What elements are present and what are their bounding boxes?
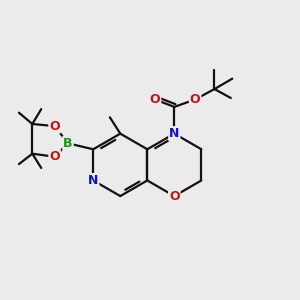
Text: B: B <box>63 137 73 150</box>
Text: O: O <box>49 120 60 133</box>
Text: N: N <box>88 174 98 187</box>
Text: O: O <box>169 190 180 202</box>
Text: N: N <box>169 127 179 140</box>
Text: O: O <box>190 93 200 106</box>
Text: O: O <box>49 150 60 163</box>
Text: O: O <box>150 93 160 106</box>
